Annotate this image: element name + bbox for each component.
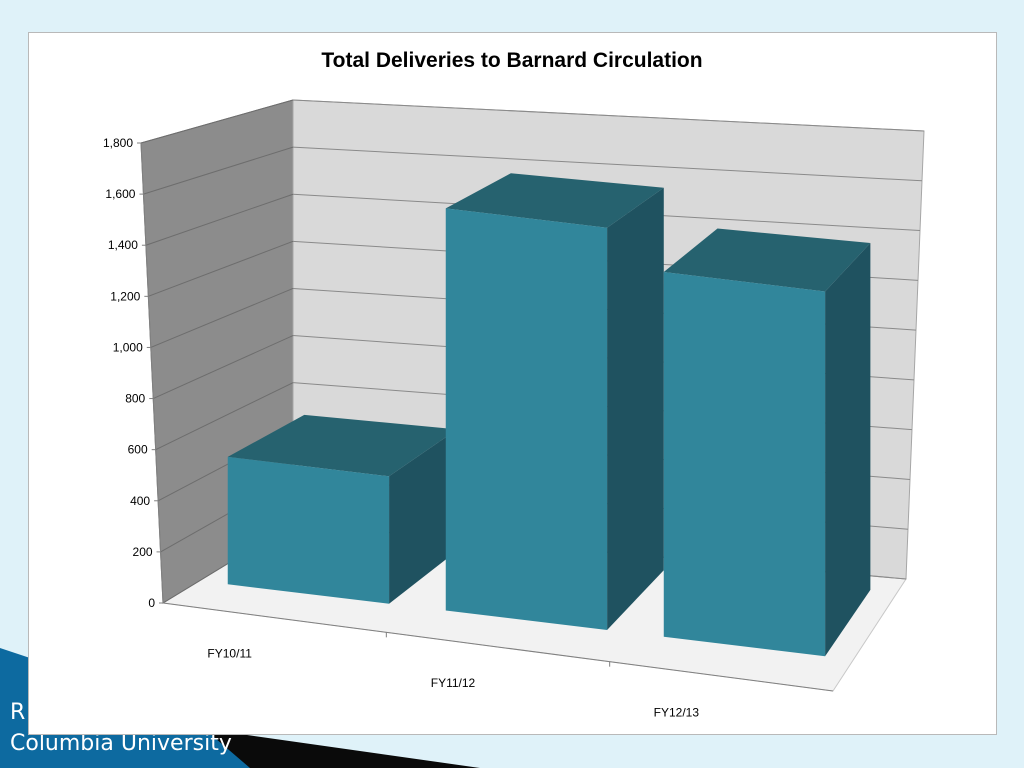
footer-text-line1: R xyxy=(10,700,26,725)
y-tick-label: 1,800 xyxy=(103,136,133,150)
y-tick-label: 0 xyxy=(148,596,155,610)
bar-front-face xyxy=(445,208,608,630)
footer-university-name: Columbia University xyxy=(10,731,232,756)
gridline-side xyxy=(155,382,294,451)
gridline-side xyxy=(150,287,294,348)
gridline-back xyxy=(292,146,923,182)
gridline-side xyxy=(145,193,294,246)
bars xyxy=(227,173,871,657)
bar-side-face xyxy=(825,243,871,657)
y-tick-label: 1,400 xyxy=(108,238,138,252)
bar-FY10-11 xyxy=(227,414,458,604)
x-axis-ticks: FY10/11 FY11/12 FY12/13 xyxy=(207,632,699,719)
y-axis-line xyxy=(140,142,164,604)
y-tick-label: 800 xyxy=(125,392,145,406)
gridline-side xyxy=(143,146,294,195)
gridline-side xyxy=(153,335,294,400)
chart-title: Total Deliveries to Barnard Circulation xyxy=(321,49,702,72)
y-tick-label: 1,200 xyxy=(110,289,140,303)
bar-FY11-12 xyxy=(445,173,664,630)
x-tick-label: FY11/12 xyxy=(431,676,476,690)
bar-top-face xyxy=(663,228,871,292)
bar-top-face xyxy=(445,173,664,228)
y-tick-label: 600 xyxy=(128,443,148,457)
y-tick-label: 1,600 xyxy=(105,187,135,201)
bar-front-face xyxy=(227,456,390,604)
gridline-side xyxy=(148,240,294,297)
bar-side-face xyxy=(607,187,664,630)
y-tick-label: 400 xyxy=(130,494,150,508)
y-tick-label: 200 xyxy=(133,545,153,559)
chart-frame: 0 200 400 600 800 1,000 1,200 1,400 1,600 1,800 F… xyxy=(28,32,997,735)
bar-chart-3d: 0 200 400 600 800 1,000 1,200 1,400 1,600 1,800 F… xyxy=(103,49,925,719)
bar-side-face xyxy=(389,429,458,604)
y-axis-ticks: 0 200 400 600 800 1,000 1,200 1,400 1,600 1,800 xyxy=(103,136,834,692)
x-tick-label: FY12/13 xyxy=(654,705,700,719)
y-tick-label: 1,000 xyxy=(113,340,143,354)
x-axis-line xyxy=(162,602,834,692)
gridline-side xyxy=(140,99,294,144)
gridline-back xyxy=(292,99,925,132)
bar-FY12-13 xyxy=(663,228,871,657)
bar-top-face xyxy=(227,414,458,477)
x-tick-label: FY10/11 xyxy=(207,647,252,661)
bar-front-face xyxy=(663,272,826,657)
